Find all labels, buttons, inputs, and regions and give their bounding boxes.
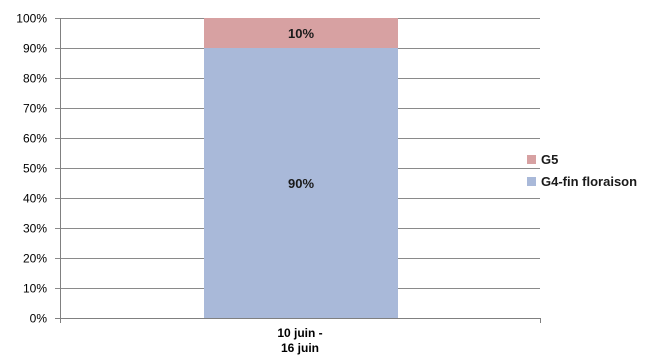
y-tick-label: 20% (23, 252, 47, 266)
legend-item-g4-fin-floraison: G4-fin floraison (527, 170, 637, 192)
legend-item-g5: G5 (527, 148, 637, 170)
y-tick-label: 40% (23, 192, 47, 206)
x-category-label: 10 juin -16 juin (277, 326, 322, 355)
legend-swatch-g5 (527, 154, 536, 164)
data-label-g5: 10% (288, 26, 314, 41)
legend-label-g5: G5 (541, 151, 559, 167)
y-tick-label: 90% (23, 42, 47, 56)
y-tick-label: 50% (23, 162, 47, 176)
y-tick-label: 80% (23, 72, 47, 86)
x-category-label-line: 10 juin - (277, 326, 322, 340)
y-tick-label: 0% (30, 312, 48, 326)
legend-label-g4-fin-floraison: G4-fin floraison (541, 173, 638, 189)
y-tick-label: 70% (23, 102, 47, 116)
legend-swatch-g4-fin-floraison (527, 176, 536, 186)
legend: G5 G4-fin floraison (527, 148, 637, 192)
bar-segment-g4-fin-floraison (204, 48, 398, 318)
y-tick-label: 10% (23, 282, 47, 296)
data-label-g4-fin-floraison: 90% (288, 176, 314, 191)
y-tick-label: 100% (16, 12, 47, 26)
x-category-label-line: 16 juin (281, 341, 319, 355)
y-tick-label: 60% (23, 132, 47, 146)
bar-segment-g5 (204, 18, 398, 48)
y-tick-label: 30% (23, 222, 47, 236)
